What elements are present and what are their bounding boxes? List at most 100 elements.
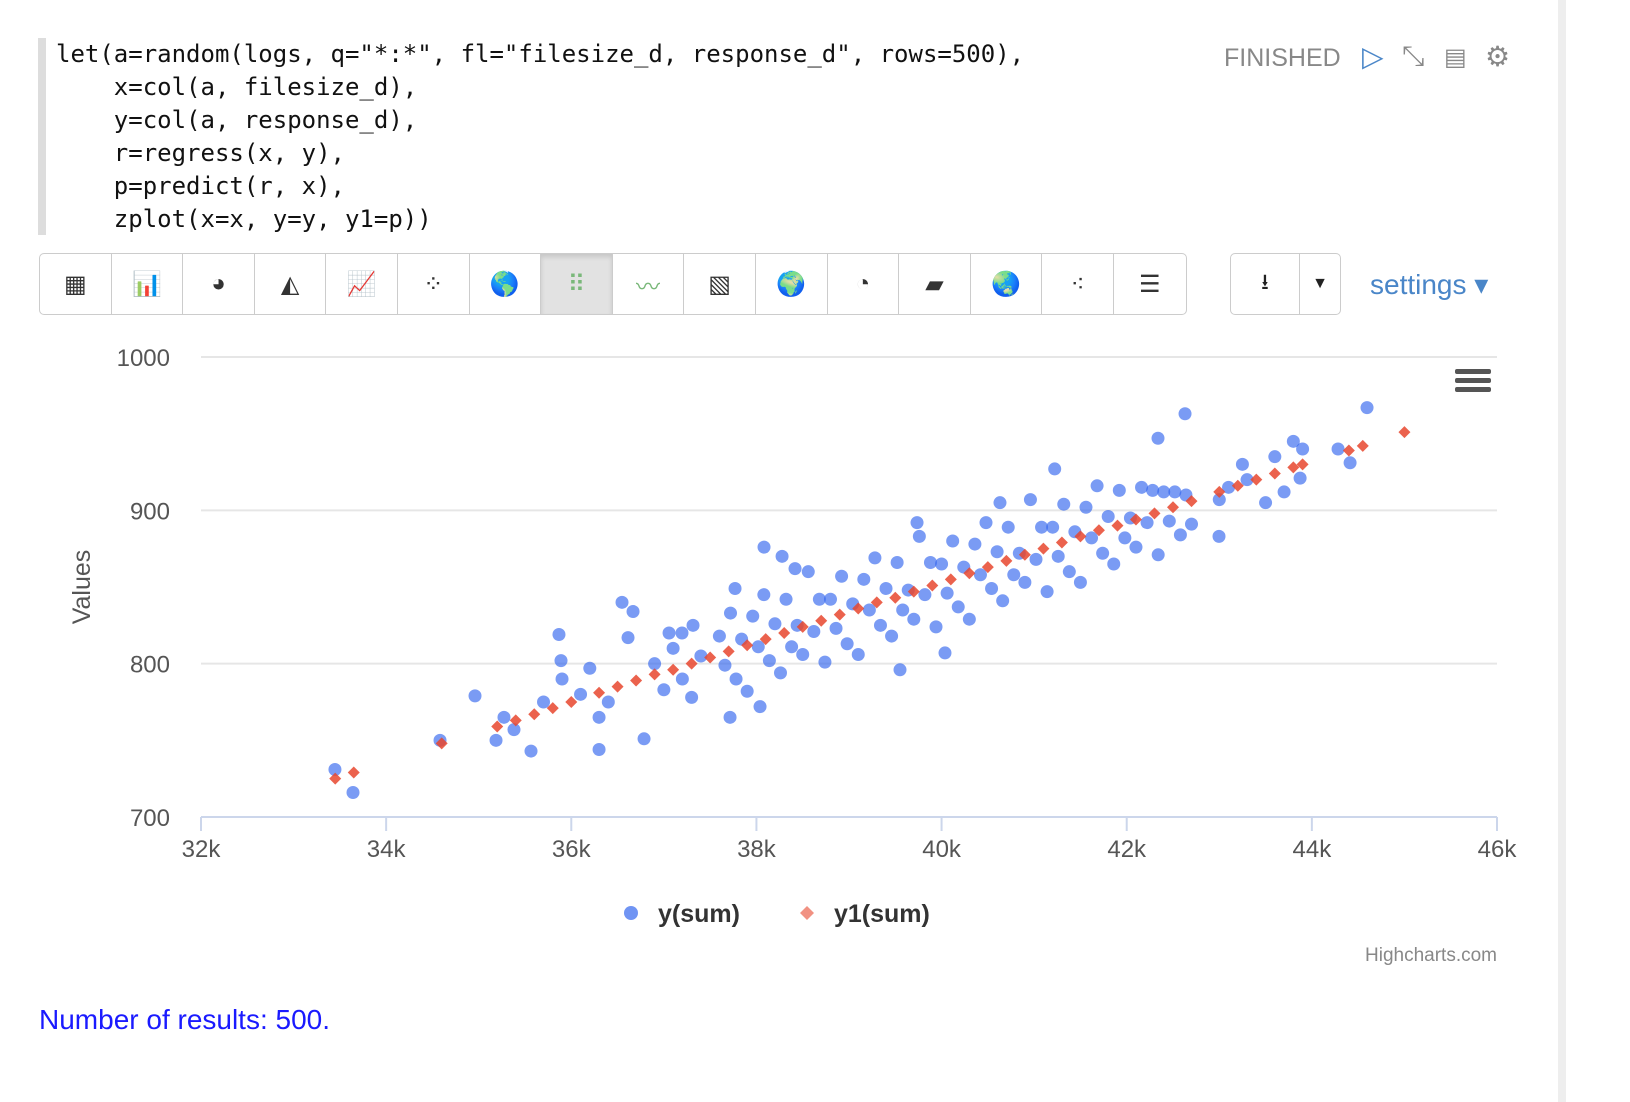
data-point-y (973, 568, 987, 582)
data-point-y1 (1092, 524, 1105, 537)
data-point-y1 (593, 686, 606, 699)
data-point-y (907, 612, 921, 626)
data-point-y (1079, 500, 1093, 514)
data-point-y (1090, 479, 1104, 493)
data-point-y (554, 654, 568, 668)
data-point-y (1286, 434, 1300, 448)
data-point-y (1162, 514, 1176, 528)
data-point-y1 (815, 614, 828, 627)
data-point-y (801, 565, 815, 579)
data-point-y (555, 672, 569, 686)
data-point-y (951, 600, 965, 614)
globe-icon[interactable]: 🌍 (756, 254, 828, 314)
data-point-y (1168, 485, 1182, 499)
data-point-y (615, 595, 629, 609)
data-point-y (1051, 549, 1065, 563)
world-icon[interactable]: 🌏 (971, 254, 1043, 314)
book-icon[interactable]: ▤ (1444, 44, 1467, 71)
paragraph-status: FINISHED (1224, 44, 1341, 72)
table-icon[interactable]: ▦ (40, 254, 112, 314)
data-point-y1 (1148, 507, 1161, 520)
download-icon[interactable]: ⭳ (1231, 254, 1300, 314)
stacked-area-icon[interactable]: ▰ (899, 254, 971, 314)
caret-down-icon[interactable]: ▼ (1312, 275, 1328, 292)
data-point-y1 (667, 663, 680, 676)
data-point-y (979, 516, 993, 530)
data-point-y (1101, 509, 1115, 523)
x-tick-label: 38k (737, 836, 777, 863)
data-point-y (728, 582, 742, 596)
x-tick-label: 34k (367, 836, 407, 863)
area-chart-icon[interactable]: ◭ (255, 254, 327, 314)
collapse-icon[interactable]: ⤡ (1402, 40, 1425, 71)
data-point-y (1268, 450, 1282, 464)
data-point-y (524, 744, 538, 758)
data-point-y (1296, 442, 1310, 456)
scatter-matrix-icon[interactable]: ⠿ (541, 254, 613, 314)
data-point-y1 (528, 708, 541, 721)
data-point-y (489, 733, 503, 747)
data-point-y1 (907, 585, 920, 598)
data-point-y (1023, 493, 1037, 507)
scatter-chart-icon[interactable]: ⁘ (398, 254, 470, 314)
data-point-y (823, 592, 837, 606)
pie-color-icon[interactable]: ◔ (828, 254, 900, 314)
data-point-y (910, 516, 924, 530)
multi-line-icon[interactable]: 〰 (613, 254, 685, 314)
x-tick-label: 32k (182, 836, 222, 863)
data-point-y (657, 683, 671, 697)
data-point-y (762, 654, 776, 668)
data-point-y1 (1129, 513, 1142, 526)
visualization-toolbar: ▦ 📊 ◕ ◭ 📈 ⁘ 🌎 ⠿ 〰 ▧ 🌍 ◔ ▰ 🌏 ⁖ ☰ (39, 253, 1187, 315)
data-point-y1 (565, 696, 578, 708)
data-point-y1 (1111, 519, 1124, 532)
data-point-y (840, 637, 854, 651)
data-point-y (1135, 480, 1149, 494)
data-point-y1 (1037, 542, 1050, 555)
play-icon[interactable]: ▷ (1362, 41, 1384, 72)
code-editor[interactable]: let(a=random(logs, q="*:*", fl="filesize… (38, 38, 1216, 235)
data-point-y1 (833, 608, 846, 621)
data-point-y (857, 572, 871, 586)
pie-chart-icon[interactable]: ◕ (183, 254, 255, 314)
data-point-y (918, 588, 932, 602)
y-tick-label: 900 (130, 498, 170, 525)
page-scrollbar[interactable] (1558, 0, 1566, 1102)
data-point-y (818, 655, 832, 669)
data-point-y1 (741, 639, 754, 652)
data-point-y1 (1398, 426, 1411, 439)
bubble-icon[interactable]: ⁖ (1042, 254, 1114, 314)
gear-icon[interactable]: ⚙ (1485, 41, 1511, 72)
data-point-y (1085, 531, 1099, 545)
data-point-y1 (926, 579, 939, 592)
timeline-icon[interactable]: ☰ (1138, 270, 1161, 298)
data-point-y (835, 569, 849, 583)
y-tick-label: 700 (130, 805, 170, 832)
data-point-y (1151, 548, 1165, 562)
data-point-y (637, 732, 651, 746)
data-point-y (685, 690, 699, 704)
settings-link[interactable]: settings ▾ (1370, 269, 1489, 300)
data-point-y1 (963, 567, 976, 580)
data-point-y1 (1342, 444, 1355, 457)
data-point-y1 (870, 596, 883, 609)
line-chart-icon[interactable]: 📈 (326, 254, 398, 314)
data-point-y1 (329, 772, 342, 785)
data-point-y1 (1287, 461, 1300, 474)
data-point-y (1259, 496, 1273, 510)
data-point-y (779, 592, 793, 606)
data-point-y (796, 647, 810, 661)
bar-chart-icon[interactable]: 📊 (112, 254, 184, 314)
data-point-y (929, 620, 943, 634)
data-point-y (621, 631, 635, 645)
data-point-y (785, 640, 799, 654)
data-point-y (1331, 442, 1345, 456)
data-point-y (1343, 456, 1357, 470)
data-point-y1 (796, 620, 809, 633)
globe-orange-icon[interactable]: 🌎 (470, 254, 542, 314)
data-point-y (592, 743, 606, 757)
data-point-y (626, 605, 640, 619)
heatmap-icon[interactable]: ▧ (684, 254, 756, 314)
data-point-y (537, 695, 551, 709)
data-point-y1 (1356, 439, 1369, 452)
